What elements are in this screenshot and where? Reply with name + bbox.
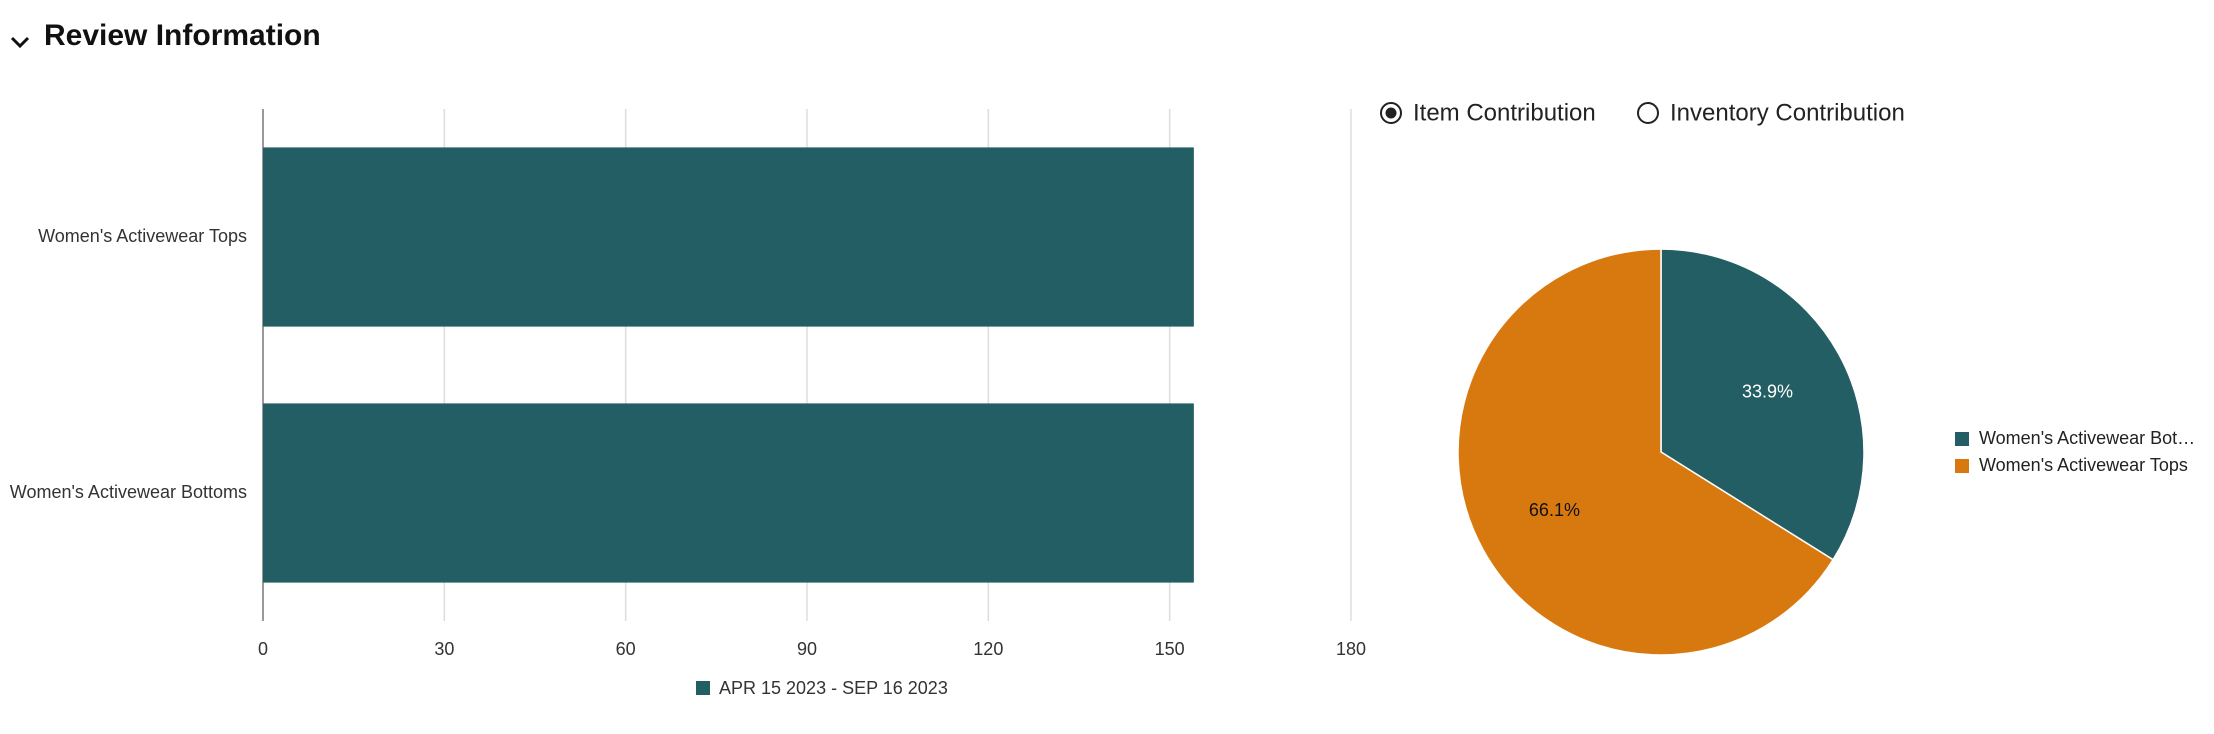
x-tick-label: 30 [434,639,454,659]
x-tick-label: 120 [973,639,1003,659]
bar [263,403,1194,583]
radio-label[interactable]: Item Contribution [1413,99,1596,126]
legend-swatch [1955,459,1969,473]
x-tick-label: 60 [616,639,636,659]
radio-label[interactable]: Inventory Contribution [1670,99,1905,126]
x-tick-label: 90 [797,639,817,659]
pie-value-label: 33.9% [1742,382,1793,402]
legend-label: Women's Activewear Tops [1979,455,2188,475]
collapse-chevron[interactable] [10,36,30,49]
pie-slice [1660,248,1865,561]
section-title: Review Information [44,19,321,52]
y-tick-label: Women's Activewear Bottoms [10,482,247,502]
legend-swatch [1955,432,1969,446]
x-tick-label: 0 [258,639,268,659]
radio-dot [1385,107,1397,119]
bar [263,147,1194,327]
y-tick-label: Women's Activewear Tops [38,226,247,246]
legend-label: Women's Activewear Bot… [1979,428,2195,448]
pie-value-label: 66.1% [1529,500,1580,520]
x-tick-label: 150 [1155,639,1185,659]
radio-button[interactable] [1637,102,1659,124]
legend-label: APR 15 2023 - SEP 16 2023 [719,678,948,698]
x-tick-label: 180 [1336,639,1366,659]
pie-slice [1457,248,1835,656]
legend-swatch [696,681,710,695]
